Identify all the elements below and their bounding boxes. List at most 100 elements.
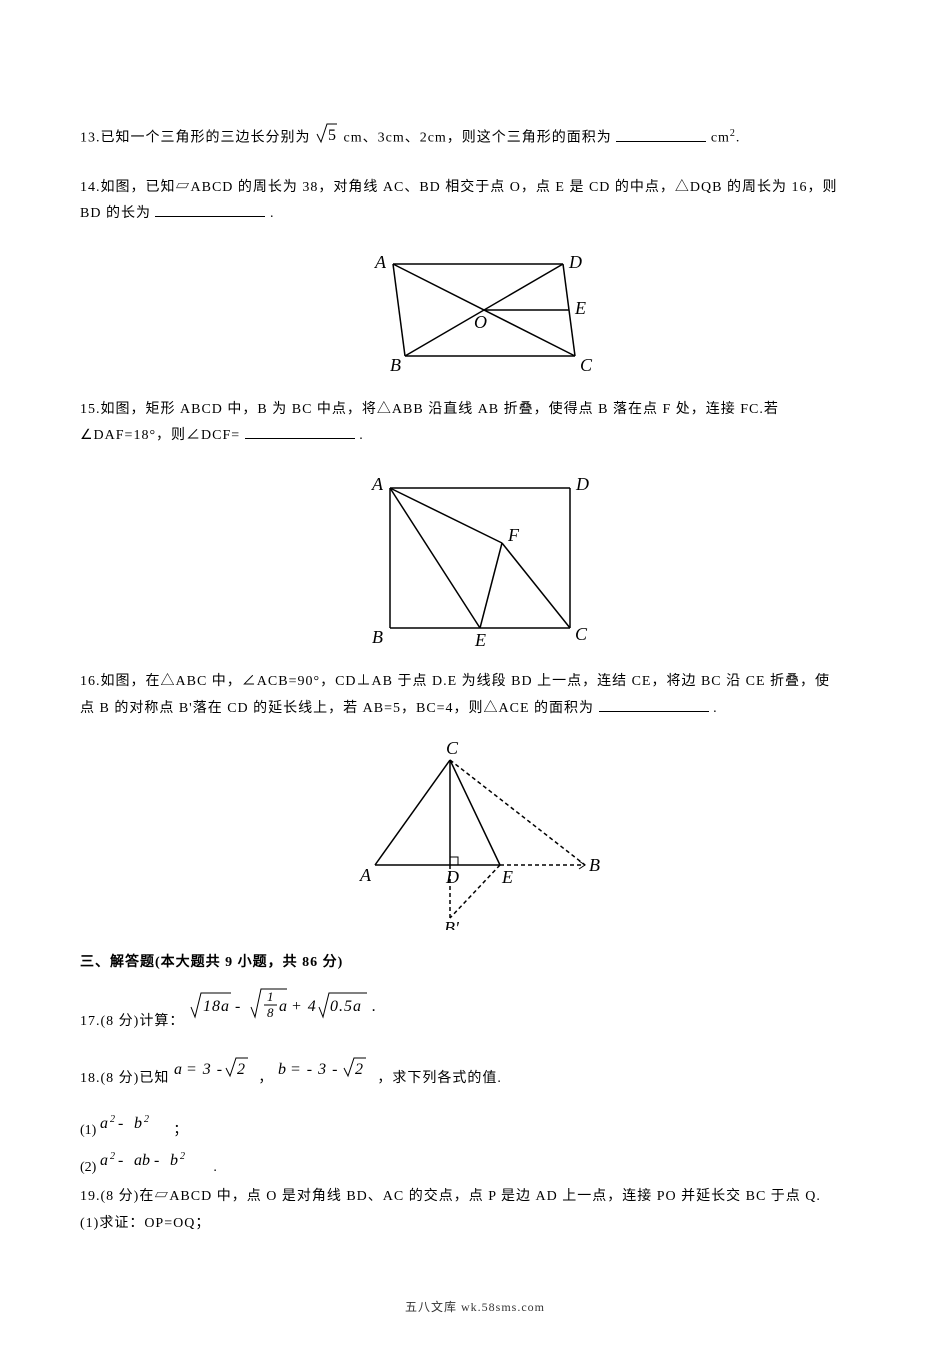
page-footer: 五八文库 wk.58sms.com: [80, 1298, 870, 1315]
problem-15: 15.如图，矩形 ABCD 中，B 为 BC 中点，将△ABB 沿直线 AB 折…: [80, 397, 870, 450]
svg-text:F: F: [507, 525, 520, 545]
problem-17: 17.(8 分)计算： 18a - 1 8 a + 4 0.5a .: [80, 985, 870, 1036]
svg-text:b: b: [170, 1152, 178, 1169]
section-3-title: 三、解答题(本大题共 9 小题，共 86 分): [80, 951, 870, 971]
fig15-svg: A B C D E F: [345, 468, 605, 648]
svg-text:ab: ab: [134, 1152, 150, 1169]
svg-text:1: 1: [267, 989, 275, 1004]
svg-text:D: D: [575, 474, 589, 494]
svg-text:18a: 18a: [203, 998, 230, 1015]
svg-text:B: B: [589, 855, 600, 875]
svg-text:a: a: [279, 998, 288, 1015]
problem-18: 18.(8 分)已知 a = 3 - 2 ， b = - 3 - 2 ，求下列各…: [80, 1054, 870, 1093]
figure-16: ABCDEB': [80, 740, 870, 935]
svg-text:-: -: [154, 1152, 159, 1169]
svg-text:a: a: [100, 1152, 108, 1169]
q16-line2: 点 B 的对称点 B'落在 CD 的延长线上，若 AB=5，BC=4，则△ACE…: [80, 701, 594, 716]
q13-prefix: 13.已知一个三角形的三边长分别为: [80, 131, 315, 146]
q15-line1: 15.如图，矩形 ABCD 中，B 为 BC 中点，将△ABB 沿直线 AB 折…: [80, 402, 779, 417]
svg-text:O: O: [474, 312, 487, 332]
svg-text:C: C: [575, 624, 588, 644]
svg-text:+ 4: + 4: [291, 998, 317, 1015]
svg-text:2: 2: [180, 1151, 185, 1162]
q18-item2: (2) a 2 - ab - b 2 .: [80, 1147, 870, 1176]
svg-text:0.5a: 0.5a: [330, 998, 362, 1015]
q16-blank: [599, 697, 709, 712]
q18-comma1: ，: [258, 1071, 273, 1086]
q18-item2-svg: a 2 - ab - b 2: [100, 1147, 210, 1171]
svg-text:2: 2: [355, 1061, 364, 1078]
q18-item2-expr: a 2 - ab - b 2: [100, 1160, 214, 1175]
q19-line1: 19.(8 分)在▱ABCD 中，点 O 是对角线 BD、AC 的交点，点 P …: [80, 1189, 821, 1204]
svg-text:D: D: [445, 867, 459, 887]
svg-text:B': B': [444, 918, 460, 930]
q15-blank: [245, 424, 355, 439]
svg-text:2: 2: [110, 1151, 115, 1162]
sqrt5-svg: 5: [315, 120, 339, 146]
svg-text:-: -: [118, 1152, 123, 1169]
svg-text:E: E: [474, 630, 486, 648]
figure-15: A B C D E F: [80, 468, 870, 653]
q18-item2-prefix: (2): [80, 1160, 100, 1175]
page-content: 13.已知一个三角形的三边长分别为 5 cm、3cm、2cm，则这个三角形的面积…: [0, 0, 950, 1355]
q19-line2: (1)求证：OP=OQ；: [80, 1216, 210, 1231]
q14-line1: 14.如图，已知▱ABCD 的周长为 38，对角线 AC、BD 相交于点 O，点…: [80, 180, 837, 195]
q16-suffix: .: [713, 701, 718, 716]
svg-text:= - 3 -: = - 3 -: [290, 1061, 338, 1078]
q15-suffix: .: [359, 428, 364, 443]
svg-text:= 3 -: = 3 -: [186, 1061, 223, 1078]
svg-text:-: -: [118, 1115, 123, 1132]
q18-item2-suffix: .: [213, 1160, 217, 1175]
figure-14: A B C D O E: [80, 246, 870, 381]
problem-14: 14.如图，已知▱ABCD 的周长为 38，对角线 AC、BD 相交于点 O，点…: [80, 175, 870, 228]
svg-text:-: -: [235, 998, 241, 1015]
q18-b-svg: b = - 3 - 2: [278, 1054, 373, 1082]
q14-blank: [155, 202, 265, 217]
q18-item1: (1) a 2 - b 2 ；: [80, 1110, 870, 1139]
problem-13: 13.已知一个三角形的三边长分别为 5 cm、3cm、2cm，则这个三角形的面积…: [80, 120, 870, 157]
svg-text:E: E: [574, 298, 586, 318]
svg-text:A: A: [359, 865, 372, 885]
svg-text:A: A: [374, 252, 387, 272]
svg-text:b: b: [134, 1115, 142, 1132]
q18-prefix: 18.(8 分)已知: [80, 1071, 174, 1086]
q16-line1: 16.如图，在△ABC 中，∠ACB=90°，CD⊥AB 于点 D.E 为线段 …: [80, 674, 830, 689]
q13-unit: cm: [711, 131, 730, 146]
svg-text:5: 5: [328, 127, 337, 144]
q18-suffix: ，求下列各式的值.: [377, 1071, 502, 1086]
q18-item1-expr: a 2 - b 2: [100, 1123, 174, 1138]
q13-blank: [616, 127, 706, 142]
q18-item1-svg: a 2 - b 2: [100, 1110, 170, 1134]
q17-prefix: 17.(8 分)计算：: [80, 1014, 184, 1029]
q18-a-svg: a = 3 - 2: [174, 1054, 254, 1082]
svg-text:8: 8: [267, 1005, 275, 1020]
q18-a-expr: a = 3 - 2: [174, 1071, 259, 1086]
fig16-svg: ABCDEB': [335, 740, 615, 930]
q13-end: .: [736, 131, 741, 146]
svg-text:C: C: [446, 740, 459, 758]
svg-text:a: a: [174, 1061, 183, 1078]
svg-text:2: 2: [144, 1114, 149, 1125]
sqrt5: 5: [315, 120, 339, 157]
q17-expr: 18a - 1 8 a + 4 0.5a .: [189, 1014, 389, 1029]
svg-text:B: B: [372, 627, 383, 647]
svg-text:C: C: [580, 355, 593, 375]
svg-text:B: B: [390, 355, 401, 375]
q14-line2: BD 的长为: [80, 206, 151, 221]
svg-text:2: 2: [237, 1061, 246, 1078]
svg-text:.: .: [372, 998, 377, 1015]
q15-line2: ∠DAF=18°，则∠DCF=: [80, 428, 240, 443]
svg-text:D: D: [568, 252, 582, 272]
q18-item1-suffix: ；: [173, 1123, 187, 1138]
problem-16: 16.如图，在△ABC 中，∠ACB=90°，CD⊥AB 于点 D.E 为线段 …: [80, 669, 870, 722]
q17-expr-svg: 18a - 1 8 a + 4 0.5a .: [189, 985, 389, 1025]
svg-text:a: a: [100, 1115, 108, 1132]
q14-suffix: .: [270, 206, 275, 221]
svg-text:b: b: [278, 1061, 287, 1078]
svg-text:2: 2: [110, 1114, 115, 1125]
q13-middle: cm、3cm、2cm，则这个三角形的面积为: [344, 131, 612, 146]
q18-item1-prefix: (1): [80, 1123, 100, 1138]
svg-text:A: A: [371, 474, 384, 494]
fig14-svg: A B C D O E: [345, 246, 605, 376]
problem-19: 19.(8 分)在▱ABCD 中，点 O 是对角线 BD、AC 的交点，点 P …: [80, 1184, 870, 1237]
